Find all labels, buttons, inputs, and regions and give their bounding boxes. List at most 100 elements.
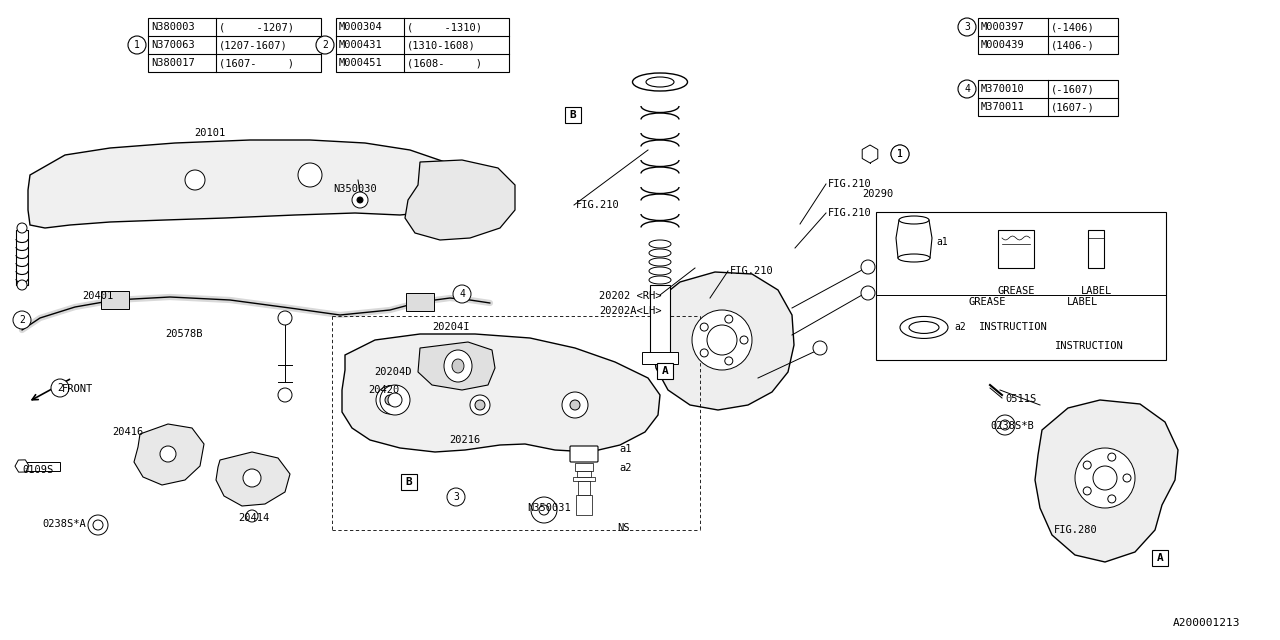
Ellipse shape bbox=[646, 77, 675, 87]
Ellipse shape bbox=[452, 359, 465, 373]
Text: 3: 3 bbox=[453, 492, 460, 502]
Circle shape bbox=[243, 469, 261, 487]
Bar bbox=[657, 363, 673, 379]
Bar bbox=[650, 285, 669, 360]
Text: (1607-): (1607-) bbox=[1051, 102, 1094, 112]
Bar bbox=[564, 107, 581, 123]
Text: 20416: 20416 bbox=[113, 427, 143, 437]
Text: 20401: 20401 bbox=[82, 291, 113, 301]
Text: N350031: N350031 bbox=[527, 503, 571, 513]
Circle shape bbox=[376, 386, 404, 414]
Text: (1310-1608): (1310-1608) bbox=[407, 40, 476, 50]
Bar bbox=[406, 293, 434, 311]
Text: GREASE: GREASE bbox=[968, 297, 1006, 307]
Polygon shape bbox=[134, 424, 204, 485]
Text: 20204D: 20204D bbox=[374, 367, 411, 377]
Bar bbox=[1088, 230, 1103, 268]
Text: 2: 2 bbox=[19, 315, 24, 325]
Polygon shape bbox=[342, 334, 660, 452]
Text: N380017: N380017 bbox=[151, 58, 195, 68]
Circle shape bbox=[957, 80, 977, 98]
Text: N370063: N370063 bbox=[151, 40, 195, 50]
Text: (1608-     ): (1608- ) bbox=[407, 58, 483, 68]
Bar bbox=[876, 212, 1166, 360]
Text: (     -1310): ( -1310) bbox=[407, 22, 483, 32]
Text: 20216: 20216 bbox=[449, 435, 480, 445]
Ellipse shape bbox=[899, 216, 929, 224]
Circle shape bbox=[1075, 448, 1135, 508]
Text: M000431: M000431 bbox=[339, 40, 383, 50]
Circle shape bbox=[531, 497, 557, 523]
Bar bbox=[978, 18, 1117, 54]
Text: M000397: M000397 bbox=[980, 22, 1025, 32]
Text: 20290: 20290 bbox=[861, 189, 893, 199]
Circle shape bbox=[447, 488, 465, 506]
Circle shape bbox=[88, 515, 108, 535]
Text: 0109S: 0109S bbox=[22, 465, 54, 475]
Text: N350030: N350030 bbox=[333, 184, 376, 194]
Circle shape bbox=[724, 315, 732, 323]
Circle shape bbox=[1083, 487, 1092, 495]
Circle shape bbox=[298, 163, 323, 187]
Circle shape bbox=[246, 510, 259, 522]
Polygon shape bbox=[28, 140, 462, 228]
Circle shape bbox=[278, 311, 292, 325]
FancyBboxPatch shape bbox=[576, 495, 593, 515]
Bar bbox=[401, 474, 417, 490]
Text: LABEL: LABEL bbox=[1066, 297, 1098, 307]
Text: 3: 3 bbox=[964, 22, 970, 32]
Bar bbox=[998, 230, 1034, 268]
Text: (1207-1607): (1207-1607) bbox=[219, 40, 288, 50]
Ellipse shape bbox=[632, 73, 687, 91]
Bar bbox=[337, 18, 509, 72]
Text: (1607-     ): (1607- ) bbox=[219, 58, 294, 68]
Text: GREASE: GREASE bbox=[997, 286, 1034, 296]
Text: 2: 2 bbox=[323, 40, 328, 50]
Circle shape bbox=[707, 325, 737, 355]
Text: 20578B: 20578B bbox=[165, 329, 202, 339]
Text: B: B bbox=[570, 110, 576, 120]
Text: INSTRUCTION: INSTRUCTION bbox=[1055, 341, 1124, 351]
Text: NS: NS bbox=[617, 523, 630, 533]
Text: FIG.210: FIG.210 bbox=[730, 266, 773, 276]
Circle shape bbox=[13, 311, 31, 329]
Text: 20202 <RH>: 20202 <RH> bbox=[599, 291, 662, 301]
Text: (-1607): (-1607) bbox=[1051, 84, 1094, 94]
Text: M000451: M000451 bbox=[339, 58, 383, 68]
Circle shape bbox=[891, 145, 909, 163]
Circle shape bbox=[562, 392, 588, 418]
Text: INSTRUCTION: INSTRUCTION bbox=[979, 323, 1048, 332]
Circle shape bbox=[1093, 466, 1117, 490]
FancyBboxPatch shape bbox=[570, 446, 598, 462]
FancyBboxPatch shape bbox=[577, 471, 591, 477]
Circle shape bbox=[692, 310, 753, 370]
FancyBboxPatch shape bbox=[575, 463, 593, 471]
Ellipse shape bbox=[444, 350, 472, 382]
Circle shape bbox=[740, 336, 748, 344]
Bar bbox=[643, 352, 678, 364]
Text: FRONT: FRONT bbox=[61, 384, 93, 394]
Ellipse shape bbox=[900, 316, 948, 339]
Text: A200001213: A200001213 bbox=[1172, 618, 1240, 628]
Polygon shape bbox=[216, 452, 291, 506]
Circle shape bbox=[1000, 420, 1010, 430]
Circle shape bbox=[891, 145, 909, 163]
Text: 20202A<LH>: 20202A<LH> bbox=[599, 306, 662, 316]
Bar bbox=[1152, 550, 1169, 566]
Circle shape bbox=[861, 260, 876, 274]
Circle shape bbox=[93, 520, 102, 530]
Text: 1: 1 bbox=[897, 149, 902, 159]
Circle shape bbox=[861, 286, 876, 300]
Circle shape bbox=[385, 395, 396, 405]
Circle shape bbox=[278, 388, 292, 402]
Bar bbox=[978, 80, 1117, 116]
Text: 20204I: 20204I bbox=[433, 322, 470, 332]
Text: 0511S: 0511S bbox=[1005, 394, 1037, 404]
Text: FIG.210: FIG.210 bbox=[828, 179, 872, 189]
Text: N380003: N380003 bbox=[151, 22, 195, 32]
Circle shape bbox=[17, 223, 27, 233]
Text: 4: 4 bbox=[964, 84, 970, 94]
Circle shape bbox=[995, 415, 1015, 435]
Polygon shape bbox=[419, 342, 495, 390]
Circle shape bbox=[357, 197, 364, 203]
